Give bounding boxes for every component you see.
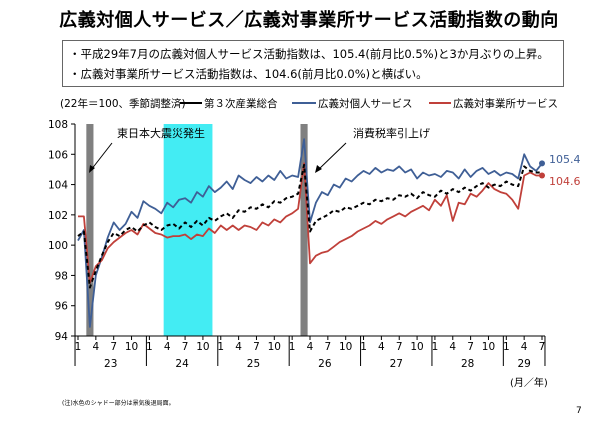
y-tick-label: 108 <box>48 119 68 131</box>
series-line-total <box>77 163 542 289</box>
y-tick-label: 94 <box>55 331 69 343</box>
year-label: 25 <box>247 358 260 370</box>
x-tick-label: 4 <box>449 341 456 353</box>
footnote: (注)水色のシャドー部分は景気後退局面。 <box>62 400 175 407</box>
x-tick-label: 1 <box>360 341 367 353</box>
legend-label-total: 第３次産業総合 <box>204 97 278 110</box>
x-tick-label: 4 <box>164 341 171 353</box>
year-label: 24 <box>175 358 189 370</box>
annotation-earthquake: 東日本大震災発生 <box>117 126 205 140</box>
x-tick-label: 4 <box>307 341 314 353</box>
x-tick-label: 7 <box>539 341 546 353</box>
year-label: 27 <box>390 358 403 370</box>
x-tick-label: 7 <box>467 341 474 353</box>
x-tick-label: 1 <box>432 341 439 353</box>
y-tick-label: 96 <box>55 301 69 313</box>
x-tick-label: 10 <box>339 341 352 353</box>
annotation-tax: 消費税率引上げ <box>353 126 430 140</box>
x-tick-label: 10 <box>482 341 495 353</box>
annotation-tax-arrow <box>317 142 347 171</box>
shaded-period-0 <box>86 124 94 336</box>
end-label-personal: 105.4 <box>549 153 581 166</box>
summary-box: ・平成29年7月の広義対個人サービス活動指数は、105.4(前月比0.5%)と3… <box>62 40 564 87</box>
x-tick-label: 1 <box>75 341 82 353</box>
x-tick-label: 7 <box>253 341 260 353</box>
year-label: 23 <box>104 358 117 370</box>
x-tick-label: 4 <box>235 341 242 353</box>
x-tick-label: 1 <box>289 341 296 353</box>
x-tick-label: 10 <box>268 341 281 353</box>
year-label: 28 <box>461 358 474 370</box>
legend-label-personal: 広義対個人サービス <box>318 97 413 110</box>
end-point-business <box>539 172 545 179</box>
unit-note: (22年＝100、季節調整済) <box>60 97 186 110</box>
x-tick-label: 10 <box>410 341 423 353</box>
y-tick-label: 102 <box>48 210 68 222</box>
annotation-earthquake-arrow <box>90 142 113 171</box>
x-tick-label: 1 <box>217 341 224 353</box>
series-line-business <box>78 162 542 284</box>
y-tick-label: 104 <box>48 180 68 192</box>
legend-label-business: 広義対事業所サービス <box>453 97 558 110</box>
x-tick-label: 10 <box>125 341 138 353</box>
x-tick-label: 7 <box>325 341 332 353</box>
end-label-business: 104.6 <box>549 175 581 188</box>
page-number: 7 <box>576 406 582 416</box>
shaded-period-1 <box>163 124 213 336</box>
x-tick-label: 7 <box>396 341 403 353</box>
end-point-personal <box>539 160 545 167</box>
summary-bullet-business: ・広義対事業所サービス活動指数は、104.6(前月比0.0%)と横ばい。 <box>69 67 428 81</box>
x-tick-label: 4 <box>521 341 528 353</box>
x-axis-unit: (月／年) <box>510 376 548 389</box>
y-tick-label: 98 <box>55 270 68 282</box>
summary-bullet-personal: ・平成29年7月の広義対個人サービス活動指数は、105.4(前月比0.5%)と3… <box>69 47 549 61</box>
year-label: 26 <box>318 358 332 370</box>
y-tick-label: 106 <box>48 149 68 161</box>
annotation-earthquake-arrowhead <box>89 165 95 173</box>
annotation-tax-arrowhead <box>315 165 322 173</box>
x-tick-label: 1 <box>503 341 510 353</box>
series-line-personal <box>77 138 543 328</box>
page-title: 広義対個人サービス／広義対事業所サービス活動指数の動向 <box>59 10 559 31</box>
x-tick-label: 4 <box>378 341 385 353</box>
y-tick-label: 100 <box>48 240 68 252</box>
shaded-period-2 <box>300 124 308 336</box>
year-label: 29 <box>517 358 530 370</box>
x-tick-label: 4 <box>93 341 100 353</box>
x-tick-label: 10 <box>196 341 209 353</box>
x-tick-label: 1 <box>146 341 153 353</box>
x-tick-label: 7 <box>182 341 189 353</box>
x-tick-label: 7 <box>110 341 117 353</box>
